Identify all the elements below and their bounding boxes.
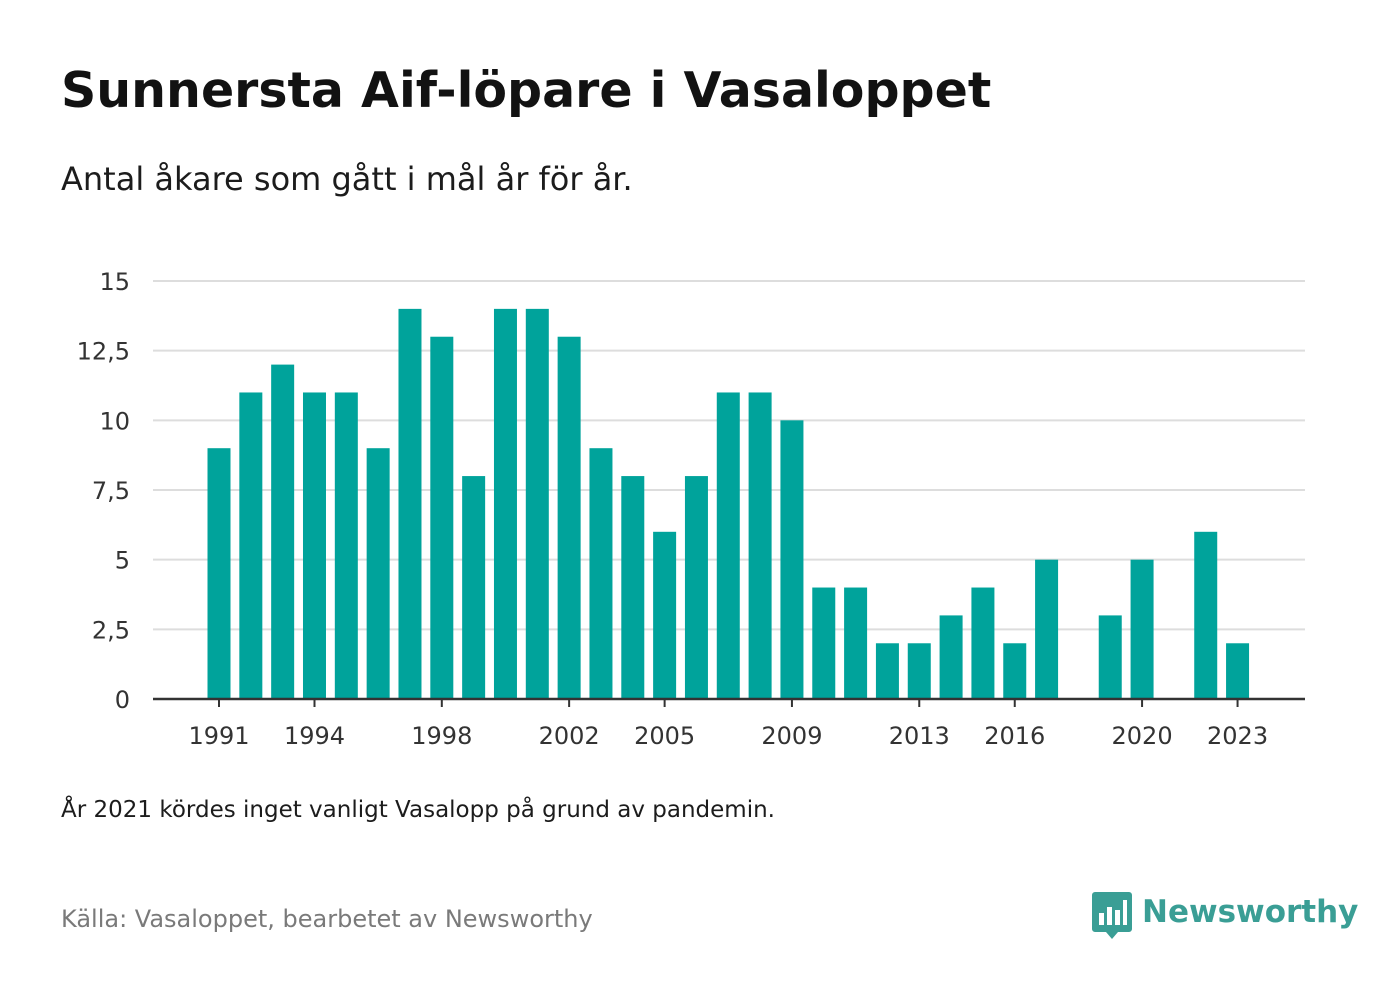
axes: 0 2,5 5 7,5 10 12,5 15 1991 1994 1998 2002 2005 2009… <box>77 268 1305 750</box>
bar-1999 <box>462 476 486 699</box>
bar-1991 <box>207 448 231 699</box>
bar-2016 <box>1003 643 1027 699</box>
bar-2009 <box>780 420 804 699</box>
y-tick-label: 5 <box>115 547 130 575</box>
chart-title: Sunnersta Aif-löpare i Vasaloppet <box>61 62 992 119</box>
bar-2023 <box>1226 643 1250 699</box>
x-tick-label: 2005 <box>634 722 695 750</box>
x-tick-label: 2013 <box>889 722 950 750</box>
footnote: År 2021 kördes inget vanligt Vasalopp på… <box>61 797 775 823</box>
x-tick-label: 1994 <box>284 722 345 750</box>
bar-1995 <box>334 392 358 699</box>
bar-1992 <box>239 392 263 699</box>
x-tick-label: 1991 <box>188 722 249 750</box>
source-text: Källa: Vasaloppet, bearbetet av Newswort… <box>61 905 593 933</box>
chart-subtitle: Antal åkare som gått i mål år för år. <box>61 160 633 198</box>
bar-2012 <box>875 643 899 699</box>
x-tick-label: 2020 <box>1112 722 1173 750</box>
bar-2014 <box>939 615 963 699</box>
y-tick-label: 7,5 <box>92 477 130 505</box>
x-tick-label: 1998 <box>411 722 472 750</box>
bar-2019 <box>1098 615 1122 699</box>
x-tick-label: 2023 <box>1207 722 1268 750</box>
bar-chart: 0 2,5 5 7,5 10 12,5 15 1991 1994 1998 2002 2005 2009… <box>77 268 1305 750</box>
bar-1993 <box>271 364 295 699</box>
bar-1994 <box>302 392 326 699</box>
bar-2005 <box>653 531 677 699</box>
brand-name: Newsworthy <box>1142 894 1359 930</box>
x-tick-label: 2009 <box>761 722 822 750</box>
y-tick-label: 15 <box>99 268 130 296</box>
y-tick-label: 0 <box>115 686 130 714</box>
bar-2013 <box>907 643 931 699</box>
bar-2007 <box>716 392 740 699</box>
newsworthy-logo-icon <box>1092 892 1132 939</box>
bar-1997 <box>398 308 422 699</box>
brand-logo: Newsworthy <box>1092 892 1358 942</box>
bar-2017 <box>1035 559 1059 699</box>
bars <box>207 308 1250 699</box>
bar-2001 <box>525 308 549 699</box>
bar-2002 <box>557 336 581 699</box>
y-tick-label: 2,5 <box>92 616 130 644</box>
x-tick-label: 2002 <box>539 722 600 750</box>
bar-2000 <box>493 308 517 699</box>
bar-2010 <box>812 587 836 699</box>
bar-2020 <box>1130 559 1154 699</box>
bar-2008 <box>748 392 772 699</box>
bar-2022 <box>1194 531 1218 699</box>
bar-1998 <box>430 336 454 699</box>
bar-1996 <box>366 448 390 699</box>
x-tick-label: 2016 <box>984 722 1045 750</box>
bar-2006 <box>684 476 708 699</box>
bar-2004 <box>621 476 645 699</box>
bar-2011 <box>844 587 868 699</box>
y-tick-label: 12,5 <box>77 338 130 366</box>
bar-2003 <box>589 448 613 699</box>
y-tick-label: 10 <box>99 407 130 435</box>
bar-2015 <box>971 587 995 699</box>
